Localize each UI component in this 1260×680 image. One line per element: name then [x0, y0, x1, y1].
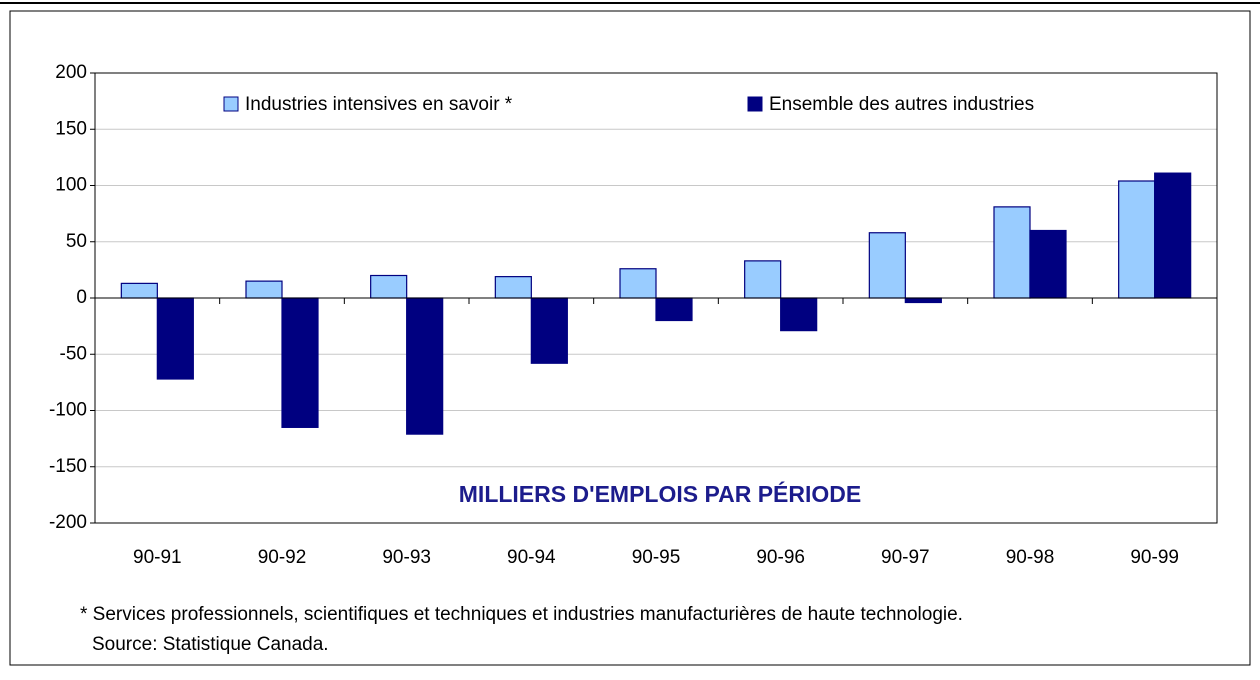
- legend-swatch: [747, 96, 763, 112]
- y-tick-label: 150: [55, 118, 87, 139]
- footnote: * Services professionnels, scientifiques…: [80, 604, 963, 625]
- x-tick-label: 90-98: [1006, 547, 1055, 568]
- x-tick-label: 90-94: [507, 547, 556, 568]
- x-tick-label: 90-91: [133, 547, 182, 568]
- bar: [530, 297, 568, 364]
- bar: [744, 260, 782, 299]
- y-tick-label: -50: [60, 343, 87, 364]
- x-tick-label: 90-97: [881, 547, 930, 568]
- bar: [370, 274, 408, 299]
- bar: [1029, 229, 1067, 299]
- bar: [120, 282, 158, 299]
- y-tick-label: -100: [49, 400, 87, 421]
- y-tick-label: -200: [49, 512, 87, 533]
- bar: [655, 297, 693, 322]
- x-tick-label: 90-93: [382, 547, 431, 568]
- y-tick-label: 0: [76, 287, 87, 308]
- bar: [619, 268, 657, 299]
- bar: [1154, 172, 1192, 299]
- y-tick-label: -150: [49, 456, 87, 477]
- x-tick-label: 90-92: [258, 547, 307, 568]
- legend-label: Ensemble des autres industries: [769, 94, 1034, 115]
- bar: [245, 280, 283, 299]
- bar: [868, 232, 906, 299]
- y-tick-label: 50: [66, 231, 87, 252]
- x-tick-label: 90-99: [1130, 547, 1179, 568]
- bar: [780, 297, 818, 332]
- bar: [406, 297, 444, 435]
- legend-label: Industries intensives en savoir *: [245, 94, 513, 115]
- y-tick-label: 100: [55, 175, 87, 196]
- bar: [904, 297, 942, 304]
- bar: [281, 297, 319, 428]
- bar: [993, 206, 1031, 299]
- frame: [9, 10, 1251, 666]
- bar: [156, 297, 194, 380]
- bar: [494, 276, 532, 299]
- legend-swatch: [223, 96, 239, 112]
- annotation: MILLIERS D'EMPLOIS PAR PÉRIODE: [459, 480, 861, 507]
- x-tick-label: 90-96: [756, 547, 805, 568]
- bar: [1118, 180, 1156, 299]
- x-tick-label: 90-95: [632, 547, 681, 568]
- source: Source: Statistique Canada.: [92, 634, 329, 655]
- y-tick-label: 200: [55, 62, 87, 83]
